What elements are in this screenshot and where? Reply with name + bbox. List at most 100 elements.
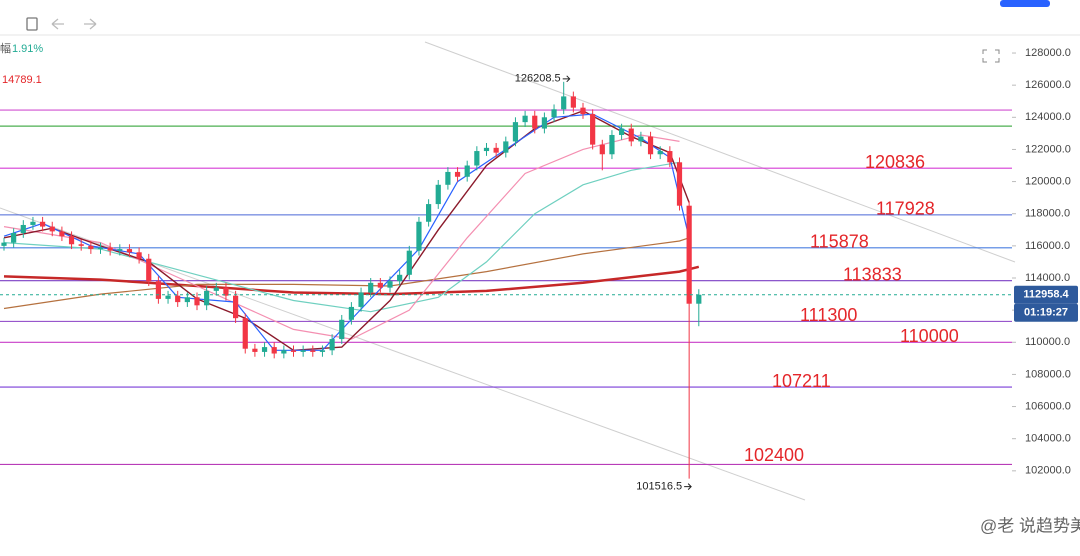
candle-body [300,350,306,352]
candle-body [561,96,567,110]
candle-body [49,226,55,232]
candle-body [387,281,393,288]
level-label: 110000 [900,326,959,346]
candle-body [503,141,509,153]
candle-body [204,290,210,306]
candle-body [319,350,326,352]
candle-body [406,250,412,275]
candle-body [532,115,538,129]
candle-body [175,295,181,303]
candle-body [599,144,605,155]
trash-icon[interactable] [26,17,38,31]
change-prefix: 幅 [0,42,11,55]
level-label: 107211 [772,371,831,391]
candle-body [252,348,258,352]
toolbar-button[interactable] [1000,0,1050,7]
candle-body [165,295,171,299]
toolbar [26,0,1050,31]
candle-body [194,297,200,306]
y-tick-label: 128000.0 [1025,47,1071,59]
last-price-label: 112958.4 [1023,289,1069,301]
level-label: 102400 [744,445,804,465]
level-label: 117928 [876,199,935,219]
y-tick-label: 102000.0 [1025,465,1071,477]
candle-body [541,117,547,129]
moving-average [3,161,680,313]
y-tick-label: 116000.0 [1025,240,1070,252]
candle-body [107,247,113,251]
candle-body [570,96,576,108]
candle-body [647,136,654,155]
candle-body [348,306,354,320]
moving-average [3,110,690,352]
candle-body [445,171,451,185]
candle-body [590,114,596,145]
y-tick-label: 106000.0 [1025,400,1071,412]
candle-body [136,252,142,259]
watermark: @老 说趋势美猴 [980,516,1080,535]
moving-average [3,265,700,296]
legend-price: 14789.1 [2,74,42,86]
candle-body [271,347,277,354]
last-price-box [1014,285,1078,304]
candle-body [686,205,692,304]
candle-body [261,347,268,352]
candle-body [676,162,683,206]
candle-body [88,245,94,250]
candle-body [59,231,65,237]
y-tick-label: 120000.0 [1025,175,1071,187]
level-label: 111300 [800,305,857,325]
level-label: 120836 [865,152,925,172]
candle-body [619,128,625,135]
countdown-box [1014,303,1078,322]
candle-body [40,221,46,227]
candle-body [657,151,663,155]
candle-body [155,281,161,299]
low-annotation: 101516.5 [636,481,682,493]
candle-body [426,204,432,222]
y-tick-label: 110000.0 [1025,336,1070,348]
candle-body [233,295,239,319]
y-tick-label: 122000.0 [1025,143,1071,155]
candle-body [78,244,84,246]
level-label: 115878 [810,232,869,252]
fullscreen-icon[interactable] [982,49,1000,63]
candle-body [290,350,297,352]
candle-body [30,221,36,225]
candle-body [397,274,403,282]
high-annotation: 126208.5 [515,73,561,85]
candle-body [223,287,229,296]
candle-body [580,107,586,115]
candle-body [20,224,26,234]
candle-body [310,350,316,352]
candle-body [474,151,480,166]
trend-line [424,41,1016,263]
moving-average [3,113,690,351]
y-tick-label: 118000.0 [1025,208,1070,220]
undo-icon[interactable] [51,18,64,30]
y-tick-label: 104000.0 [1025,433,1071,445]
candle-body [522,115,528,123]
candle-body [358,292,364,307]
candle-body [126,249,133,253]
candle-body [117,249,123,251]
candle-body [281,350,287,354]
candle-body [464,165,470,177]
candle-body [696,294,702,304]
redo-icon[interactable] [84,18,97,30]
y-tick-label: 114000.0 [1025,272,1070,284]
candle-body [377,282,383,288]
candle-body [146,258,152,282]
candle-body [667,151,673,163]
candle-body [1,242,7,246]
candle-body [11,233,17,243]
candle-body [638,136,644,142]
y-tick-label: 126000.0 [1025,79,1071,91]
arrow [684,483,692,490]
candle-body [329,339,335,351]
y-tick-label: 124000.0 [1025,111,1071,123]
countdown: 01:19:27 [1024,307,1068,319]
y-tick-label: 108000.0 [1025,368,1071,380]
candle-body [454,171,461,177]
